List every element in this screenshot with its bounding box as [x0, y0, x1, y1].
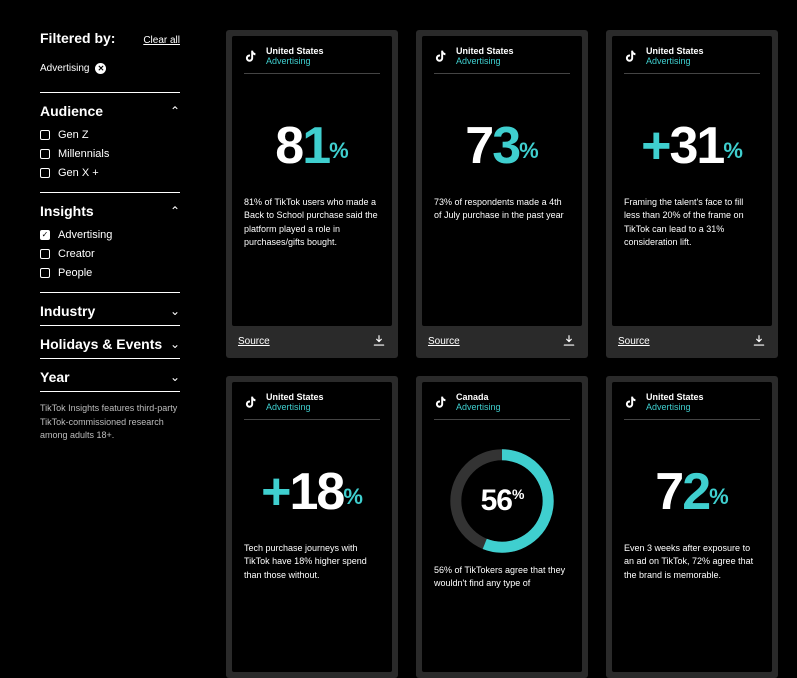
filter-section: Insights ⌃ Advertising Creator People — [40, 192, 180, 292]
filter-option[interactable]: Creator — [40, 248, 180, 260]
insight-card: United States Advertising +18% Tech purc… — [226, 376, 398, 678]
active-filter-label: Advertising — [40, 63, 89, 74]
filter-option[interactable]: Advertising — [40, 229, 180, 241]
stat-value: 73% — [434, 116, 570, 176]
filter-option-label: Gen X + — [58, 167, 99, 179]
card-description: Tech purchase journeys with TikTok have … — [244, 542, 380, 583]
tiktok-icon — [434, 48, 450, 64]
section-title: Holidays & Events — [40, 336, 162, 352]
filter-section: Industry ⌄ — [40, 292, 180, 325]
insight-card: United States Advertising 73% 73% of res… — [416, 30, 588, 358]
card-description: Even 3 weeks after exposure to an ad on … — [624, 542, 760, 583]
filter-option[interactable]: People — [40, 267, 180, 279]
card-category: Advertising — [646, 402, 704, 412]
active-filter-tag[interactable]: Advertising ✕ — [40, 63, 106, 74]
card-category: Advertising — [646, 56, 704, 66]
source-link[interactable]: Source — [618, 336, 650, 347]
card-description: 56% of TikTokers agree that they wouldn'… — [434, 564, 570, 591]
download-icon[interactable] — [752, 334, 766, 348]
filter-sidebar: Filtered by: Clear all Advertising ✕ Aud… — [0, 0, 192, 600]
filter-section: Audience ⌃ Gen Z Millennials Gen X + — [40, 92, 180, 192]
card-category: Advertising — [456, 402, 501, 412]
tiktok-icon — [624, 394, 640, 410]
insight-card: United States Advertising 72% Even 3 wee… — [606, 376, 778, 678]
insight-card: Canada Advertising 56% 56% of TikTokers … — [416, 376, 588, 678]
download-icon[interactable] — [562, 334, 576, 348]
card-country: United States — [266, 392, 324, 402]
card-country: Canada — [456, 392, 501, 402]
section-title: Industry — [40, 303, 95, 319]
filter-option[interactable]: Gen X + — [40, 167, 180, 179]
section-title: Insights — [40, 203, 94, 219]
chevron-down-icon: ⌄ — [170, 370, 180, 384]
download-icon[interactable] — [372, 334, 386, 348]
chevron-down-icon: ⌄ — [170, 337, 180, 351]
checkbox-icon — [40, 168, 50, 178]
checkbox-icon — [40, 130, 50, 140]
donut-chart: 56% — [434, 446, 570, 556]
card-category: Advertising — [456, 56, 514, 66]
insights-grid: United States Advertising 81% 81% of Tik… — [192, 0, 797, 600]
filter-option[interactable]: Gen Z — [40, 129, 180, 141]
tiktok-icon — [244, 394, 260, 410]
filter-option-label: Creator — [58, 248, 95, 260]
source-link[interactable]: Source — [238, 336, 270, 347]
filter-option-label: Millennials — [58, 148, 109, 160]
filtered-by-title: Filtered by: — [40, 30, 115, 46]
card-category: Advertising — [266, 56, 324, 66]
insight-card: United States Advertising 81% 81% of Tik… — [226, 30, 398, 358]
section-toggle[interactable]: Audience ⌃ — [40, 103, 180, 119]
clear-all-link[interactable]: Clear all — [143, 35, 180, 46]
stat-value: +31% — [624, 116, 760, 176]
sidebar-footnote: TikTok Insights features third-party Tik… — [40, 402, 180, 443]
card-description: Framing the talent's face to fill less t… — [624, 196, 760, 250]
stat-value: 72% — [624, 462, 760, 522]
section-toggle[interactable]: Year ⌄ — [40, 369, 180, 385]
source-link[interactable]: Source — [428, 336, 460, 347]
tiktok-icon — [434, 394, 450, 410]
chevron-up-icon: ⌃ — [170, 204, 180, 218]
checkbox-icon — [40, 268, 50, 278]
tiktok-icon — [624, 48, 640, 64]
section-toggle[interactable]: Industry ⌄ — [40, 303, 180, 319]
checkbox-icon — [40, 149, 50, 159]
filter-option-label: People — [58, 267, 92, 279]
section-toggle[interactable]: Insights ⌃ — [40, 203, 180, 219]
filter-section: Year ⌄ — [40, 358, 180, 392]
filter-option-label: Gen Z — [58, 129, 89, 141]
card-country: United States — [266, 46, 324, 56]
tiktok-icon — [244, 48, 260, 64]
filter-option[interactable]: Millennials — [40, 148, 180, 160]
section-title: Audience — [40, 103, 103, 119]
chevron-down-icon: ⌄ — [170, 304, 180, 318]
checkbox-icon — [40, 249, 50, 259]
stat-value: 81% — [244, 116, 380, 176]
card-country: United States — [456, 46, 514, 56]
stat-value: +18% — [244, 462, 380, 522]
card-description: 73% of respondents made a 4th of July pu… — [434, 196, 570, 223]
checkbox-icon — [40, 230, 50, 240]
card-country: United States — [646, 46, 704, 56]
card-country: United States — [646, 392, 704, 402]
section-toggle[interactable]: Holidays & Events ⌄ — [40, 336, 180, 352]
insight-card: United States Advertising +31% Framing t… — [606, 30, 778, 358]
remove-tag-icon[interactable]: ✕ — [95, 63, 106, 74]
card-description: 81% of TikTok users who made a Back to S… — [244, 196, 380, 250]
filter-section: Holidays & Events ⌄ — [40, 325, 180, 358]
chevron-up-icon: ⌃ — [170, 104, 180, 118]
filter-option-label: Advertising — [58, 229, 112, 241]
card-category: Advertising — [266, 402, 324, 412]
section-title: Year — [40, 369, 70, 385]
